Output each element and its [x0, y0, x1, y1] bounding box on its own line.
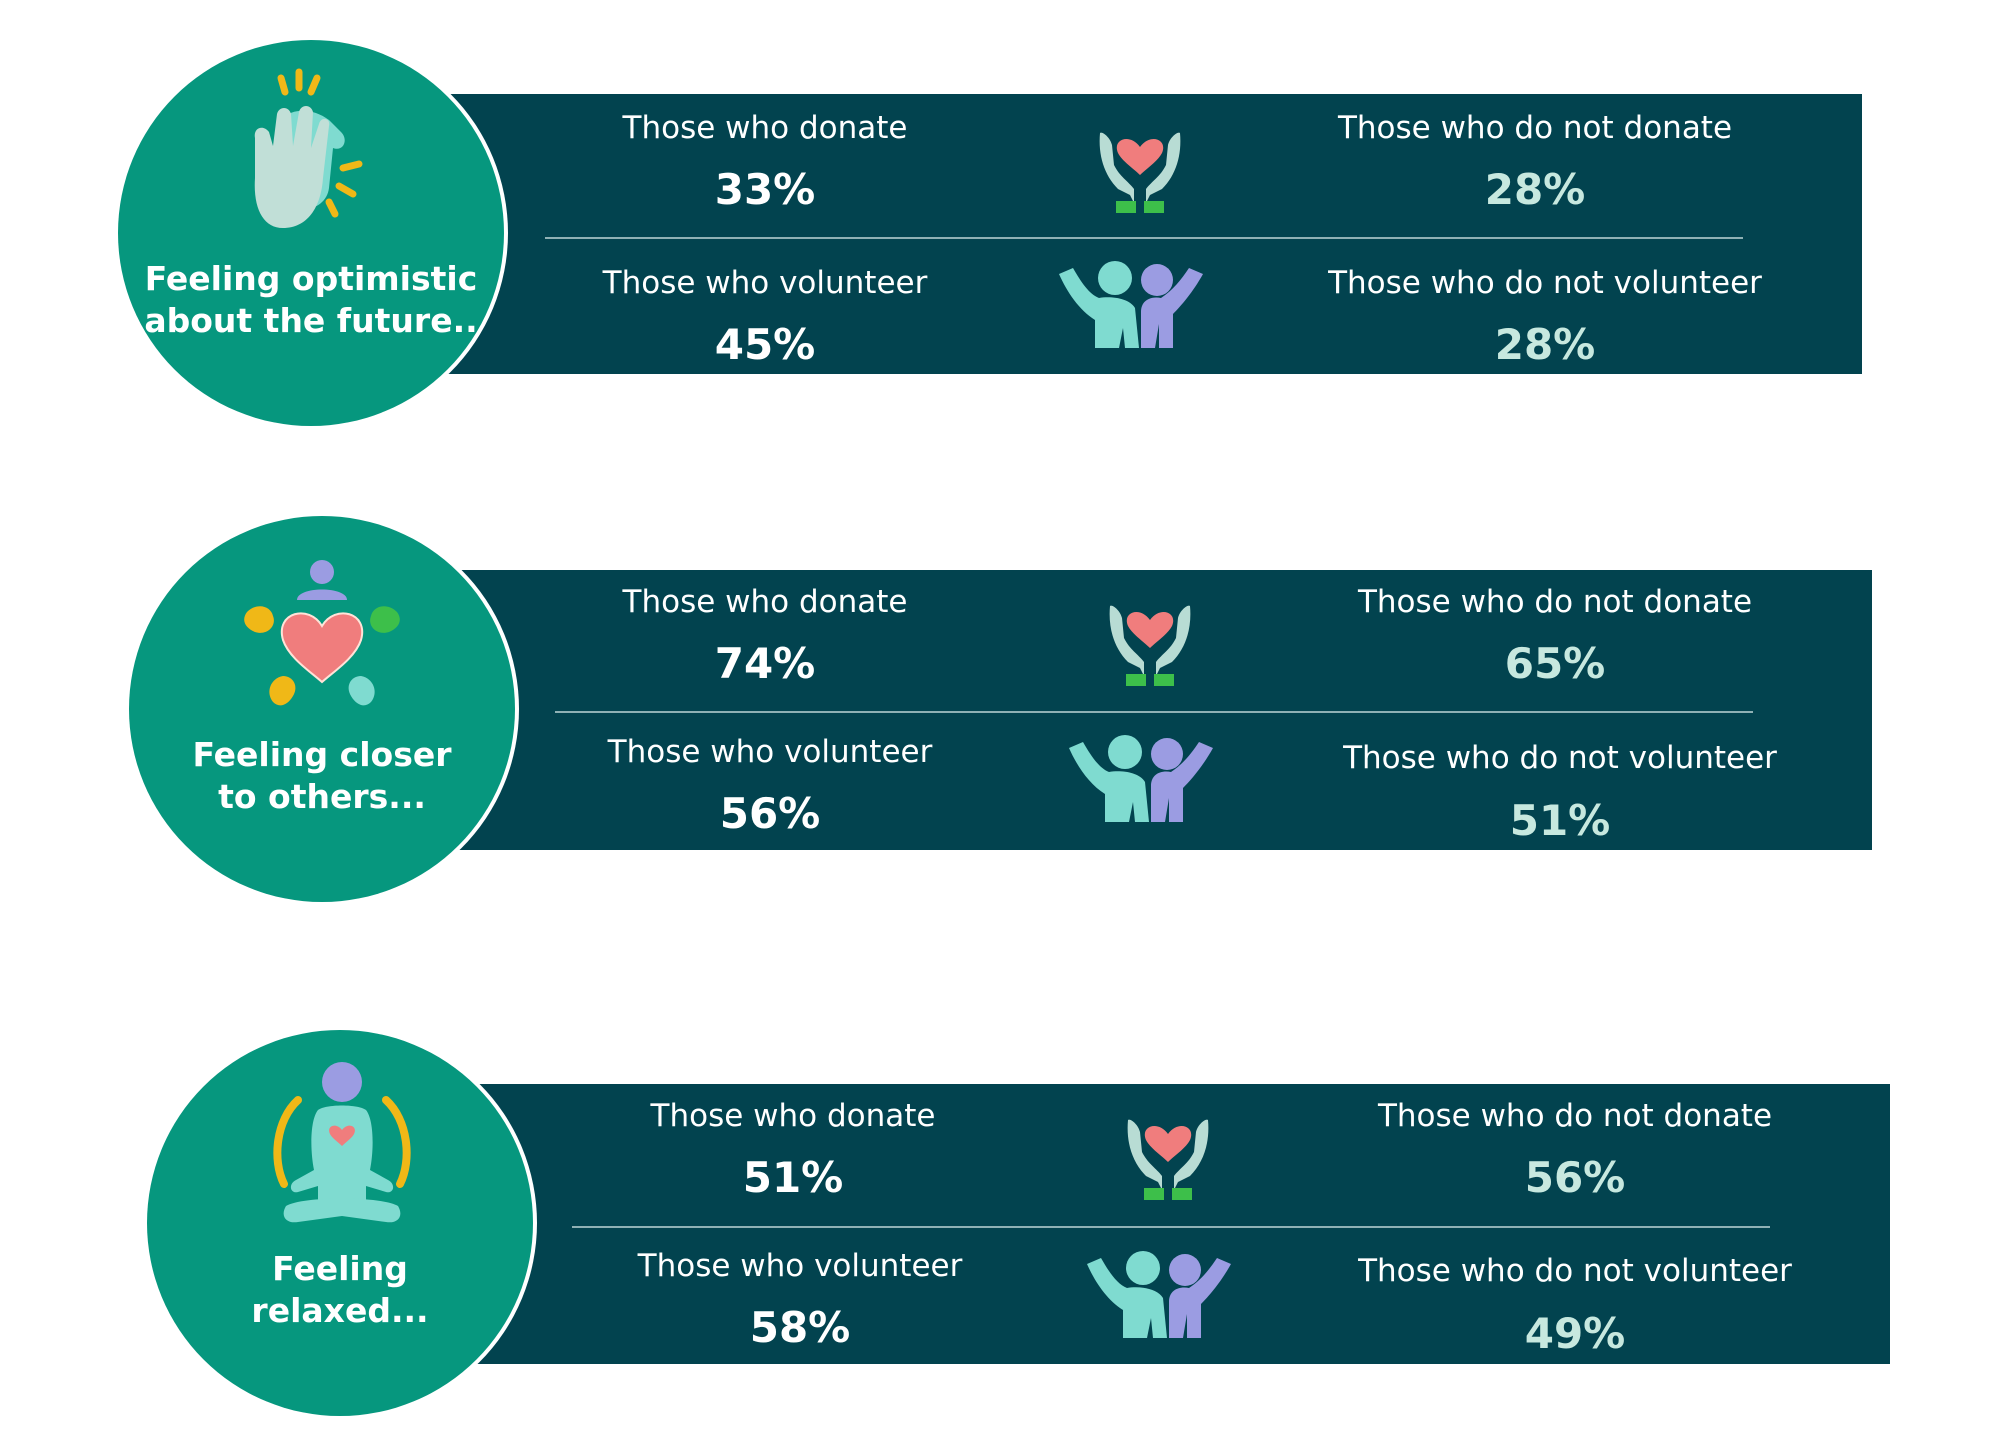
volunteer-value: 56%	[719, 789, 821, 838]
not-donate-value: 28%	[1484, 165, 1586, 214]
donate-value: 74%	[714, 639, 816, 688]
volunteer-label: Those who volunteer	[637, 1248, 963, 1284]
hands-heart-icon	[1109, 605, 1191, 686]
hands-heart-icon	[1099, 132, 1181, 213]
volunteer-label: Those who volunteer	[602, 265, 928, 301]
not-volunteer-value: 28%	[1494, 320, 1596, 369]
category-badge: Feeling closer to others...	[129, 516, 515, 902]
meditation-icon	[273, 1062, 411, 1223]
not-volunteer-label: Those who do not volunteer	[1328, 265, 1762, 301]
volunteer-value: 45%	[714, 320, 816, 369]
not-donate-label: Those who do not donate	[1377, 1098, 1773, 1134]
section-closer: Those who donate 74% Those who do not do…	[0, 476, 2000, 902]
volunteer-label: Those who volunteer	[607, 734, 933, 770]
category-title: Feeling closer to others...	[192, 735, 452, 816]
row-divider	[572, 1226, 1770, 1228]
volunteers-people-icon	[1087, 1251, 1231, 1338]
category-badge: Feeling relaxed...	[147, 1030, 533, 1416]
not-volunteer-value: 51%	[1509, 796, 1611, 845]
category-title: Feeling optimistic about the future..	[144, 259, 478, 340]
section-relaxed: Those who donate 51% Those who do not do…	[0, 990, 2000, 1416]
volunteers-people-icon	[1069, 735, 1213, 822]
category-badge: Feeling optimistic about the future..	[118, 40, 504, 426]
donate-label: Those who donate	[650, 1098, 936, 1134]
community-heart-icon	[244, 560, 400, 706]
hands-heart-icon	[1127, 1119, 1209, 1200]
not-donate-label: Those who do not donate	[1337, 110, 1733, 146]
clapping-hands-icon	[254, 68, 363, 228]
donate-label: Those who donate	[622, 110, 908, 146]
row-divider	[555, 711, 1753, 713]
donate-value: 33%	[714, 165, 816, 214]
volunteers-people-icon	[1059, 261, 1203, 348]
not-donate-value: 56%	[1524, 1153, 1626, 1202]
not-volunteer-label: Those who do not volunteer	[1358, 1253, 1792, 1289]
not-donate-label: Those who do not donate	[1357, 584, 1753, 620]
donate-value: 51%	[742, 1153, 844, 1202]
not-volunteer-value: 49%	[1524, 1309, 1626, 1358]
not-volunteer-label: Those who do not volunteer	[1343, 740, 1777, 776]
not-donate-value: 65%	[1504, 639, 1606, 688]
donate-label: Those who donate	[622, 584, 908, 620]
section-optimistic: Those who donate 33% Those who do not do…	[0, 0, 2000, 426]
row-divider	[545, 237, 1743, 239]
category-title: Feeling relaxed...	[251, 1249, 429, 1330]
volunteer-value: 58%	[749, 1303, 851, 1352]
